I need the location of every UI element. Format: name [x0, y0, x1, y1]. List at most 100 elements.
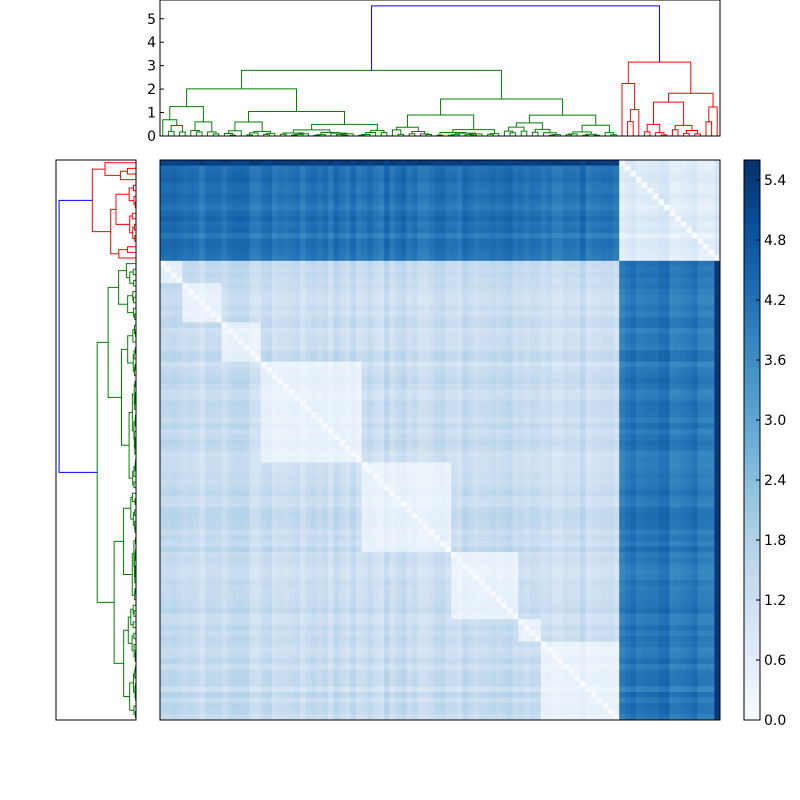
heatmap-cell [294, 165, 301, 172]
heatmap-cell [165, 339, 172, 346]
heatmap-cell [344, 395, 351, 402]
heatmap-cell [473, 160, 480, 166]
heatmap-cell [686, 182, 693, 189]
heatmap-cell [288, 417, 295, 424]
heatmap-cell [484, 283, 491, 290]
heatmap-cell [311, 199, 318, 206]
heatmap-cell [546, 423, 553, 430]
heatmap-cell [686, 255, 693, 262]
heatmap-cell [232, 221, 239, 228]
heatmap-cell [288, 339, 295, 346]
heatmap-cell [563, 165, 570, 172]
heatmap-cell [686, 199, 693, 206]
heatmap-cell [406, 378, 413, 385]
heatmap-cell [378, 417, 385, 424]
heatmap-cell [552, 367, 558, 374]
heatmap-cell [339, 316, 346, 323]
heatmap-cell [199, 328, 206, 334]
heatmap-cell [389, 210, 396, 217]
heatmap-cell [596, 182, 603, 189]
heatmap-cell [316, 384, 323, 390]
heatmap-cell [524, 311, 530, 318]
heatmap-cell [507, 356, 514, 362]
heatmap-cell [557, 232, 564, 239]
heatmap-cell [596, 406, 603, 413]
heatmap-cell [669, 367, 676, 374]
heatmap-cell [552, 244, 558, 250]
heatmap-cell [591, 305, 598, 312]
heatmap-cell [171, 283, 178, 290]
heatmap-cell [647, 249, 654, 256]
heatmap-cell [714, 160, 721, 166]
heatmap-cell [501, 182, 508, 189]
heatmap-cell [260, 199, 267, 206]
heatmap-cell [272, 356, 278, 362]
heatmap-cell [496, 182, 502, 189]
heatmap-cell [300, 384, 306, 390]
heatmap-cell [630, 232, 637, 239]
heatmap-cell [328, 249, 334, 256]
heatmap-cell [328, 350, 334, 357]
heatmap-cell [311, 227, 318, 234]
heatmap-cell [204, 406, 211, 413]
heatmap-cell [484, 272, 491, 278]
heatmap-cell [546, 389, 553, 396]
heatmap-cell [204, 227, 211, 234]
heatmap-cell [680, 328, 687, 334]
heatmap-cell [608, 333, 614, 340]
heatmap-cell [227, 333, 234, 340]
heatmap-cell [490, 182, 497, 189]
heatmap-cell [496, 210, 502, 217]
heatmap-cell [188, 328, 194, 334]
heatmap-cell [244, 361, 250, 368]
heatmap-cell [490, 423, 497, 430]
heatmap-cell [400, 316, 407, 323]
heatmap-cell [322, 361, 329, 368]
heatmap-cell [484, 412, 491, 418]
heatmap-cell [417, 277, 424, 284]
heatmap-cell [412, 193, 418, 200]
heatmap-cell [428, 210, 435, 217]
heatmap-cell [384, 266, 390, 273]
heatmap-cell [596, 193, 603, 200]
heatmap-cell [585, 288, 592, 295]
heatmap-cell [389, 244, 396, 250]
heatmap-cell [580, 283, 586, 290]
heatmap-cell [266, 372, 273, 379]
heatmap-cell [664, 389, 670, 396]
heatmap-cell [171, 361, 178, 368]
heatmap-cell [535, 328, 542, 334]
heatmap-cell [294, 188, 301, 194]
heatmap-cell [675, 244, 682, 250]
heatmap-cell [428, 367, 435, 374]
heatmap-cell [680, 255, 687, 262]
heatmap-cell [462, 378, 469, 385]
heatmap-cell [423, 199, 430, 206]
heatmap-cell [529, 238, 536, 245]
heatmap-cell [557, 176, 564, 183]
heatmap-cell [356, 356, 362, 362]
heatmap-cell [384, 344, 390, 351]
heatmap-cell [462, 260, 469, 267]
heatmap-cell [395, 260, 402, 267]
heatmap-cell [182, 316, 189, 323]
heatmap-cell [272, 339, 278, 346]
heatmap-cell [255, 395, 262, 402]
heatmap-cell [316, 400, 323, 407]
heatmap-cell [652, 160, 659, 166]
heatmap-cell [613, 176, 620, 183]
heatmap-cell [389, 350, 396, 357]
heatmap-cell [344, 350, 351, 357]
heatmap-cell [484, 221, 491, 228]
heatmap-cell [176, 367, 183, 374]
heatmap-cell [249, 283, 256, 290]
heatmap-cell [160, 244, 166, 250]
heatmap-cell [703, 255, 710, 262]
heatmap-cell [574, 300, 581, 306]
heatmap-cell [406, 188, 413, 194]
heatmap-cell [266, 378, 273, 385]
heatmap-cell [272, 344, 278, 351]
heatmap-cell [272, 176, 278, 183]
heatmap-cell [647, 160, 654, 166]
heatmap-cell [641, 204, 648, 211]
